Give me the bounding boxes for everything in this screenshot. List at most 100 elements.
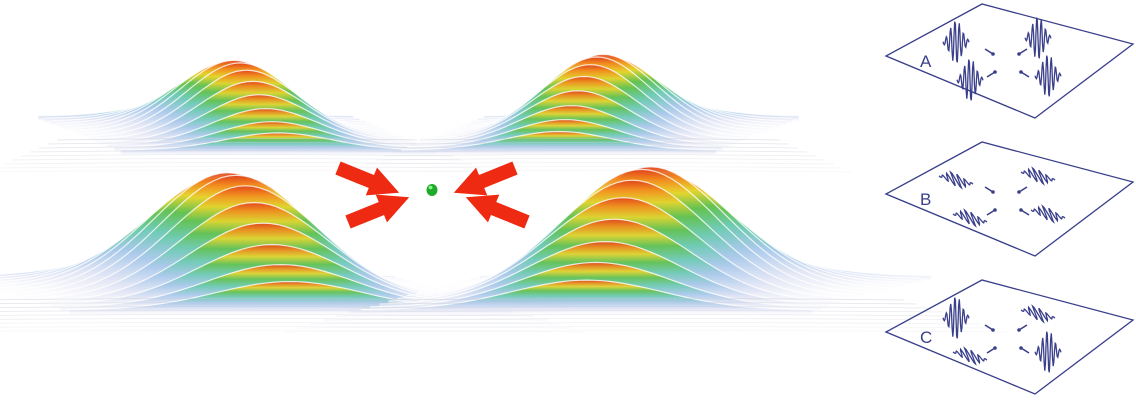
floor-ripple xyxy=(419,138,781,141)
panel-wavepacket-trace xyxy=(1030,204,1066,224)
floor-ripple xyxy=(310,322,982,325)
panel-plane xyxy=(884,279,1135,395)
wavepacket-ridge-highlight xyxy=(370,261,822,308)
wavepacket-ridge xyxy=(361,280,813,316)
wavepacket-ridge xyxy=(120,132,436,156)
wavepacket-ridge-highlight xyxy=(397,197,850,299)
wavepacket-ridge-highlight xyxy=(401,130,717,151)
panel-wavepacket-trace xyxy=(1020,304,1056,324)
wavepacket-surfaces xyxy=(0,53,1008,333)
panel-arrow-head xyxy=(1019,70,1023,74)
panel-arrow-head xyxy=(993,346,997,350)
wavepacket-front-right xyxy=(284,166,1008,333)
floor-ripple xyxy=(347,170,853,173)
wavepacket-ridge-highlight xyxy=(388,218,840,302)
panel-arrow-head xyxy=(993,208,997,212)
floor-ripple xyxy=(365,162,835,165)
floor-ripple xyxy=(11,158,463,161)
floor-ripple xyxy=(374,158,826,161)
panel-wavepacket-trace xyxy=(942,297,970,339)
panel-wavepacket-horizontal xyxy=(1020,304,1056,324)
center-marker-highlight xyxy=(428,185,433,190)
floor-ripple xyxy=(401,146,799,149)
floor-ripple xyxy=(0,330,585,333)
wavepacket-ridge-highlight xyxy=(432,64,749,137)
wavepacket-back-right xyxy=(347,53,853,173)
floor-ripple xyxy=(284,330,1008,333)
panel-b: B xyxy=(884,141,1135,257)
panel-label: A xyxy=(920,52,932,71)
wavepacket-ridge-highlight xyxy=(33,201,475,299)
panel-wavepacket-trace xyxy=(952,346,988,366)
floor-ripple xyxy=(20,154,454,157)
panel-plane xyxy=(884,141,1135,257)
center-marker xyxy=(426,184,438,196)
wavepacket-ridge-highlight xyxy=(439,56,755,134)
wavepacket-ridge-highlight xyxy=(420,90,736,143)
floor-ripple xyxy=(356,166,844,169)
panel-wavepacket-vertical xyxy=(956,59,984,101)
panel-wavepacket-trace xyxy=(1020,166,1056,186)
floor-ripple xyxy=(0,170,490,173)
floor-ripple xyxy=(383,154,817,157)
wavepacket-ridge-highlight xyxy=(82,62,398,134)
panel-arrow-head xyxy=(991,328,995,332)
convergence-arrow xyxy=(465,194,530,229)
wavepacket-ridge-highlight xyxy=(101,94,417,143)
panel-wavepacket-trace xyxy=(942,21,970,63)
convergence-arrow xyxy=(335,161,400,196)
panel-wavepacket-vertical xyxy=(942,21,970,63)
wavepacket-ridge-highlight xyxy=(42,222,484,302)
wavepacket-ridge-highlight xyxy=(114,121,430,148)
panel-plane xyxy=(884,3,1135,119)
wavepacket-ridge-highlight xyxy=(406,179,859,297)
panel-label: B xyxy=(920,190,931,209)
floor-ripple xyxy=(410,142,790,145)
panel-wavepacket-horizontal xyxy=(1020,166,1056,186)
floor-ripple xyxy=(0,322,560,325)
wavepacket-front-left xyxy=(0,172,585,333)
panel-wavepacket-trace xyxy=(1034,331,1062,373)
panel-wavepacket-trace xyxy=(1034,55,1062,97)
panel-wavepacket-vertical xyxy=(1024,17,1052,59)
panel-wavepacket-horizontal xyxy=(1030,204,1066,224)
panel-wavepacket-horizontal xyxy=(952,346,988,366)
floor-ripple xyxy=(375,302,917,305)
floor-ripple xyxy=(56,138,418,141)
panel-wavepacket-vertical xyxy=(1034,55,1062,97)
panel-arrow-head xyxy=(1017,328,1021,332)
panel-wavepacket-trace xyxy=(938,170,974,190)
panel-arrow-head xyxy=(1017,190,1021,194)
floor-ripple xyxy=(38,146,436,149)
floor-ripple xyxy=(0,326,573,329)
panel-wavepacket-vertical xyxy=(1034,331,1062,373)
floor-ripple xyxy=(0,318,548,321)
wavepacket-ridge xyxy=(401,131,717,156)
panel-wavepacket-trace xyxy=(952,208,988,228)
panel-wavepacket-trace xyxy=(956,59,984,101)
panel-wavepacket-horizontal xyxy=(938,170,974,190)
convergence-arrow xyxy=(345,194,410,229)
wavepacket-ridge-highlight xyxy=(24,185,466,297)
inset-panels: A B C xyxy=(884,3,1135,395)
convergence-arrows xyxy=(335,161,530,229)
floor-ripple xyxy=(2,162,472,165)
wavepacket-ridge-highlight xyxy=(426,75,742,140)
panel-arrow-head xyxy=(991,52,995,56)
wavepacket-back-left xyxy=(0,59,490,173)
panel-a: A xyxy=(884,3,1135,119)
panel-arrow-head xyxy=(1019,208,1023,212)
panel-wavepacket-horizontal xyxy=(952,208,988,228)
floor-ripple xyxy=(29,150,445,153)
floor-ripple xyxy=(336,314,956,317)
floor-ripple xyxy=(47,142,427,145)
wavepacket-ridge-highlight xyxy=(379,240,831,305)
panel-arrow-head xyxy=(1017,52,1021,56)
floor-ripple xyxy=(349,310,943,313)
floor-ripple xyxy=(392,150,808,153)
wavepacket-ridge-highlight xyxy=(120,132,436,151)
panel-wavepacket-trace xyxy=(1024,17,1052,59)
wavepacket-ridge-highlight xyxy=(361,279,813,311)
